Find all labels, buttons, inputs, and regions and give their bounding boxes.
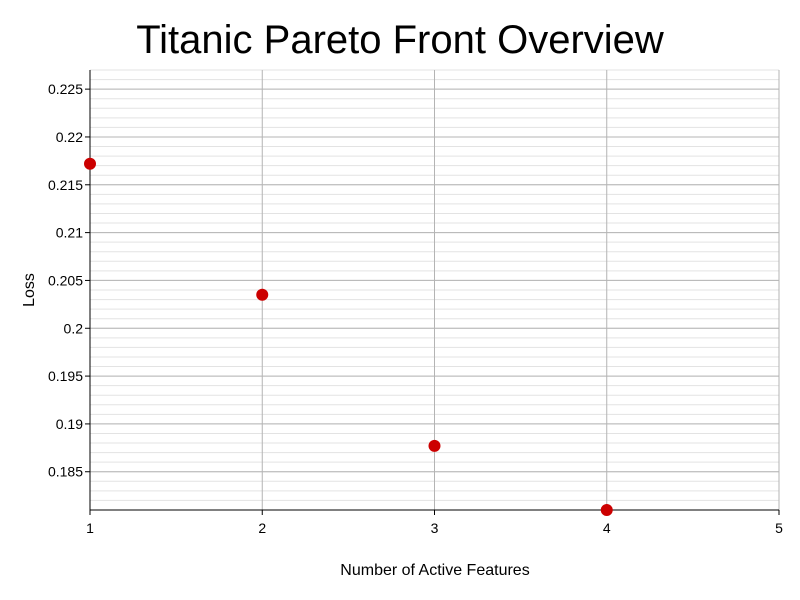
y-tick-label: 0.19 (56, 416, 83, 432)
y-axis-label: Loss (21, 273, 38, 307)
y-tick-label: 0.2 (64, 320, 84, 336)
data-points (84, 157, 613, 516)
y-tick-label: 0.215 (48, 177, 83, 193)
x-tick-label: 4 (603, 520, 611, 536)
chart-title: Titanic Pareto Front Overview (136, 18, 664, 62)
tick-labels: 0.185 0.19 0.195 0.2 0.205 0.21 0.215 0.22 0.225… (48, 81, 783, 536)
data-point (600, 504, 613, 516)
y-tick-label: 0.225 (48, 81, 83, 97)
x-tick-label: 5 (775, 520, 783, 536)
x-tick-label: 3 (431, 520, 439, 536)
x-axis-label: Number of Active Features (340, 562, 530, 579)
data-point (428, 439, 441, 452)
y-tick-label: 0.195 (48, 368, 83, 384)
x-tick-label: 1 (86, 520, 94, 536)
y-tick-label: 0.21 (56, 225, 83, 241)
y-tick-label: 0.22 (56, 129, 83, 145)
y-tick-label: 0.205 (48, 272, 83, 288)
y-tick-label: 0.185 (48, 464, 83, 480)
data-point (84, 157, 96, 170)
data-point (256, 288, 269, 301)
x-tick-label: 2 (258, 520, 266, 536)
